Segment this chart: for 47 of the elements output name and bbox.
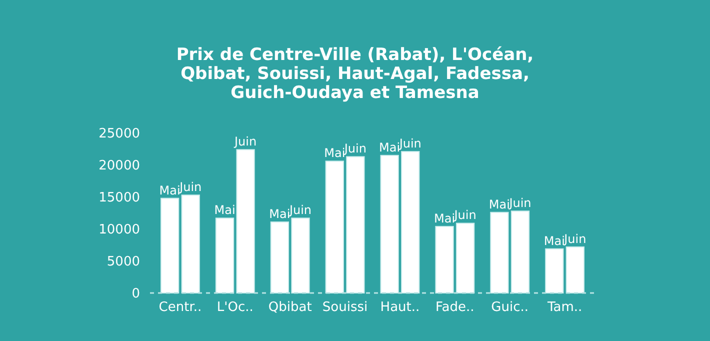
text: Juin — [289, 203, 312, 218]
bar — [215, 218, 234, 294]
x-tick-label: L'Oc.. — [216, 300, 254, 315]
y-tick-label: 10000 — [98, 222, 140, 238]
bar — [181, 194, 200, 294]
chart-title: Prix de Centre-Ville (Rabat), L'Océan, Qbibat, Souissi, Haut-Agal, Fadessa, Guich-Oudaya et Tamesna — [176, 45, 534, 103]
x-tick-label: Haut.. — [380, 300, 420, 315]
y-tick-label: 5000 — [106, 254, 140, 270]
series-label: Mai — [269, 206, 290, 221]
text: Mai — [159, 183, 180, 198]
x-tick-label: Souissi — [322, 300, 368, 315]
bar — [510, 210, 530, 294]
text: Mai — [379, 140, 400, 154]
bar — [435, 226, 454, 294]
y-tick-label: 25000 — [98, 126, 140, 142]
text: Mai — [434, 211, 456, 226]
text: Juin — [454, 208, 476, 222]
bar — [236, 149, 255, 294]
text: Juin — [564, 232, 586, 246]
bar — [380, 154, 399, 294]
bar — [291, 218, 310, 294]
bar — [160, 198, 180, 294]
bar — [401, 151, 420, 294]
text: Juin — [344, 142, 366, 156]
text: Mai — [324, 146, 346, 160]
text: Juin — [180, 180, 202, 194]
text: Mai — [544, 234, 565, 248]
bar — [545, 248, 564, 294]
text: Juin — [234, 134, 257, 149]
series-label: Juin — [508, 196, 532, 210]
y-tick-label: 0 — [132, 286, 140, 302]
text: Mai — [214, 203, 236, 218]
bar — [456, 222, 475, 294]
bar — [490, 212, 509, 294]
bar — [566, 246, 585, 294]
text: Mai — [488, 197, 510, 212]
x-tick-label: Tam.. — [546, 300, 582, 315]
bar — [270, 221, 290, 294]
x-tick-label: Fade.. — [436, 300, 474, 315]
bar — [346, 156, 365, 294]
y-tick-label: 15000 — [98, 190, 140, 206]
text: Juin — [399, 136, 422, 151]
bar — [325, 160, 344, 294]
x-tick-label: Guic.. — [491, 300, 529, 315]
x-tick-label: Qbibat — [268, 300, 312, 315]
y-tick-label: 20000 — [98, 158, 140, 174]
x-tick-label: Centr.. — [158, 300, 202, 315]
